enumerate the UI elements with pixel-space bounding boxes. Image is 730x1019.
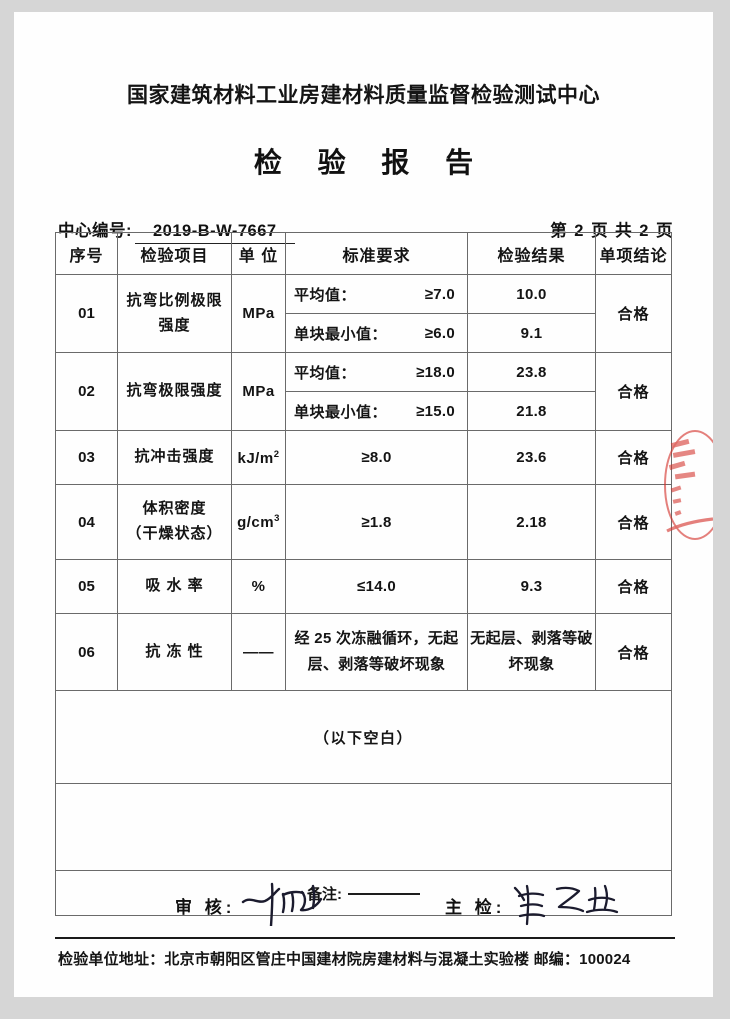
blank-note-row: （以下空白） (55, 690, 672, 784)
reviewer-label: 审 核: (175, 898, 236, 917)
inspection-results-table: 序号 检验项目 单 位 标准要求 检验结果 单项结论 01 抗弯比例极限 强度 … (55, 232, 672, 916)
inspector-signature-block: 主 检: (445, 872, 627, 926)
row-unit: kJ/m2 (231, 430, 286, 485)
row-standard: ≥1.8 (285, 484, 468, 560)
row-result: 10.0 (467, 274, 596, 314)
remark-dash (348, 892, 420, 895)
footer-divider (55, 937, 675, 939)
table-row: 04 体积密度 （干燥状态） g/cm3 ≥1.8 2.18 合格 (55, 484, 672, 560)
row-no: 05 (55, 559, 118, 614)
row-unit: MPa (231, 274, 286, 353)
row-standard: 经 25 次冻融循环，无起层、剥落等破坏现象 (285, 613, 468, 691)
standard-label: 平均值： (294, 286, 357, 304)
standard-value: ≥7.0 (424, 285, 455, 303)
column-header-standard: 标准要求 (285, 232, 468, 275)
report-page: 国家建筑材料工业房建材料质量监督检验测试中心 检 验 报 告 中心编号: 201… (14, 12, 713, 997)
row-item-line1: 体积密度 (142, 500, 207, 518)
standard-label: 单块最小值： (294, 403, 388, 421)
inspector-signature-mark (509, 880, 627, 926)
column-header-unit: 单 位 (231, 232, 286, 275)
standard-label: 单块最小值： (294, 325, 388, 343)
row-standard: 单块最小值： ≥6.0 (285, 313, 468, 353)
row-conclusion: 合格 (595, 352, 672, 431)
table-row: 单块最小值： ≥15.0 21.8 (56, 391, 672, 431)
signature-row: 审 核: 主 检: (55, 860, 671, 926)
table-row: 05 吸 水 率 % ≤14.0 9.3 合格 (55, 559, 672, 614)
remark-label: 备注: (307, 885, 342, 903)
row-unit: —— (231, 613, 286, 691)
row-item: 体积密度 （干燥状态） (117, 484, 232, 560)
row-no: 02 (55, 352, 118, 431)
column-header-result: 检验结果 (467, 232, 596, 275)
row-conclusion: 合格 (595, 559, 672, 614)
row-no: 04 (55, 484, 118, 560)
table-header-row: 序号 检验项目 单 位 标准要求 检验结果 单项结论 (55, 232, 672, 275)
row-no: 01 (55, 274, 118, 353)
row-standard: 单块最小值： ≥15.0 (285, 391, 468, 431)
reviewer-signature-mark (239, 880, 357, 926)
page-title: 检 验 报 告 (253, 147, 488, 178)
row-item-line2: （干燥状态） (126, 525, 223, 542)
unit-base: kJ/m (237, 449, 274, 467)
row-standard: 平均值： ≥7.0 (285, 274, 468, 314)
blank-note: （以下空白） (55, 690, 672, 784)
row-item-line2: 强度 (158, 316, 191, 334)
column-header-item: 检验项目 (117, 232, 232, 275)
table-row: 03 抗冲击强度 kJ/m2 ≥8.0 23.6 合格 (55, 430, 672, 485)
row-result: 无起层、剥落等破坏现象 (467, 613, 596, 691)
row-item: 抗冲击强度 (117, 430, 232, 485)
organization-title: 国家建筑材料工业房建材料质量监督检验测试中心 (127, 84, 600, 107)
row-result: 9.1 (467, 313, 596, 353)
row-result: 2.18 (467, 484, 596, 560)
row-no: 03 (55, 430, 118, 485)
row-unit: MPa (231, 352, 286, 431)
row-item: 抗弯极限强度 (117, 352, 232, 431)
table-row: 06 抗 冻 性 —— 经 25 次冻融循环，无起层、剥落等破坏现象 无起层、剥… (55, 613, 672, 691)
empty-area (55, 783, 672, 871)
standard-value: ≥6.0 (424, 324, 455, 342)
row-unit: g/cm3 (231, 484, 286, 560)
table-row: 02 抗弯极限强度 MPa 平均值： ≥18.0 23.8 合格 (55, 352, 672, 431)
row-conclusion: 合格 (595, 430, 672, 485)
table-row: 01 抗弯比例极限 强度 MPa 平均值： ≥7.0 10.0 合格 (55, 274, 672, 353)
row-no: 06 (55, 613, 118, 691)
row-item: 抗 冻 性 (117, 613, 232, 691)
row-standard: ≤14.0 (285, 559, 468, 614)
row-standard: 平均值： ≥18.0 (285, 352, 468, 392)
row-result: 23.8 (467, 352, 596, 392)
row-result: 23.6 (467, 430, 596, 485)
row-conclusion: 合格 (595, 484, 672, 560)
standard-label: 平均值： (294, 364, 357, 382)
empty-area-row (55, 783, 672, 871)
standard-value: ≥18.0 (416, 363, 455, 381)
row-conclusion: 合格 (595, 613, 672, 691)
row-unit: % (231, 559, 286, 614)
unit-base: g/cm (237, 514, 275, 531)
column-header-no: 序号 (55, 232, 118, 275)
unit-exponent: 3 (274, 513, 280, 524)
standard-value: ≥15.0 (416, 402, 455, 420)
row-item-line1: 抗弯比例极限 (126, 291, 223, 309)
reviewer-signature-block: 审 核: (175, 872, 357, 926)
row-result: 9.3 (467, 559, 596, 614)
row-item: 吸 水 率 (117, 559, 232, 614)
footer-address: 检验单位地址：北京市朝阳区管庄中国建材院房建材料与混凝土实验楼 邮编：10002… (58, 951, 631, 968)
row-conclusion: 合格 (595, 274, 672, 353)
row-item: 抗弯比例极限 强度 (117, 274, 232, 353)
column-header-conclusion: 单项结论 (595, 232, 672, 275)
row-result: 21.8 (467, 391, 596, 431)
inspector-label: 主 检: (445, 898, 506, 917)
row-standard: ≥8.0 (285, 430, 468, 485)
unit-exponent: 2 (273, 448, 280, 460)
